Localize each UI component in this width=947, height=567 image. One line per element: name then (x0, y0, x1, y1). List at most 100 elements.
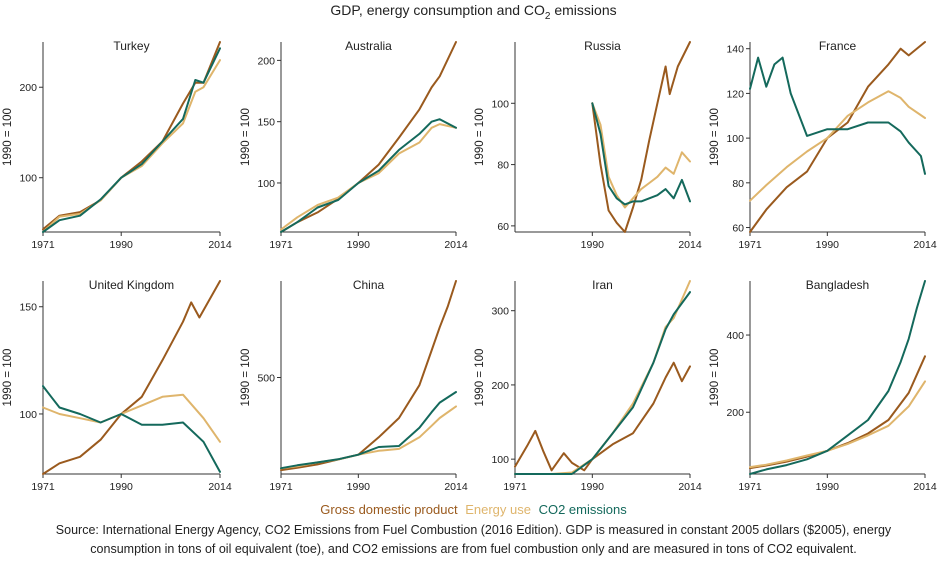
legend-item-energy: Energy use (465, 502, 531, 517)
bangladesh-x-tick-label: 1971 (738, 481, 762, 493)
panel-russia: 1990 2014 60 80 100 1990 = 100 Russia (474, 39, 702, 251)
united-kingdom-series-energy-use (42, 393, 221, 443)
turkey-y-tick-label: 100 (19, 173, 37, 185)
russia-series-gross-domestic-product (591, 41, 691, 233)
turkey-y-axis-label: 1990 = 100 (2, 108, 14, 166)
panel-united-kingdom: 1971 1990 2014 100 150 1990 = 100 United Kingd… (2, 278, 232, 493)
bangladesh-panel-title: Bangladesh (806, 278, 869, 292)
france-y-tick-label: 120 (726, 88, 744, 100)
bangladesh-series-energy-use (749, 380, 926, 469)
legend-item-gdp: Gross domestic product (320, 502, 458, 517)
turkey-x-tick-label: 2014 (208, 239, 232, 251)
legend: Gross domestic product Energy use CO2 em… (0, 502, 947, 517)
france-y-tick-label: 80 (732, 178, 744, 190)
france-y-axis-label: 1990 = 100 (709, 108, 721, 166)
chart-title-prefix: GDP, energy consumption and CO (330, 2, 545, 18)
turkey-series-gross-domestic-product (42, 41, 221, 231)
australia-panel-title: Australia (345, 39, 392, 53)
bangladesh-y-tick-label: 200 (726, 407, 744, 419)
australia-series-gross-domestic-product (280, 41, 457, 233)
australia-series-energy-use (280, 123, 457, 231)
bangladesh-y-tick-label: 400 (726, 330, 744, 342)
france-x-tick-label: 1971 (738, 239, 762, 251)
australia-y-axis-label: 1990 = 100 (240, 108, 252, 166)
panel-australia: 1971 1990 2014 100 150 200 1990 = 100 Australia (240, 39, 468, 251)
china-y-axis-label: 1990 = 100 (240, 349, 252, 407)
united-kingdom-panel-title: United Kingdom (89, 278, 174, 292)
turkey-x-tick-label: 1990 (110, 239, 134, 251)
russia-y-tick-label: 80 (497, 160, 509, 172)
turkey-x-tick-label: 1971 (31, 239, 55, 251)
france-panel-title: France (819, 39, 857, 53)
china-y-tick-label: 500 (257, 373, 275, 385)
australia-y-tick-label: 200 (257, 55, 275, 67)
iran-x-tick-label: 1990 (581, 481, 605, 493)
united-kingdom-series-co2-emissions (42, 385, 221, 473)
panel-france: 1971 1990 2014 60 80 100 120 140 1990 = 100 Franc… (709, 39, 937, 251)
bangladesh-series-co2-emissions (749, 280, 926, 475)
iran-x-tick-label: 1971 (503, 481, 527, 493)
bangladesh-series-gross-domestic-product (749, 355, 926, 470)
iran-panel-title: Iran (592, 278, 613, 292)
russia-y-tick-label: 60 (497, 221, 509, 233)
source-note: Source: International Energy Agency, CO2… (55, 523, 892, 556)
russia-series-energy-use (591, 102, 691, 209)
chart-title-subscript: 2 (544, 10, 551, 22)
united-kingdom-x-tick-label: 2014 (208, 481, 232, 493)
china-series-gross-domestic-product (280, 280, 457, 472)
turkey-y-tick-label: 200 (19, 82, 37, 94)
chart-title: GDP, energy consumption and CO2 emission… (0, 2, 947, 22)
china-series-co2-emissions (280, 391, 457, 470)
australia-series-co2-emissions (280, 118, 457, 233)
france-y-tick-label: 140 (726, 44, 744, 56)
iran-series-gross-domestic-product (514, 361, 691, 472)
russia-y-tick-label: 100 (491, 98, 509, 110)
iran-y-tick-label: 300 (491, 306, 509, 318)
legend-item-co2: CO2 emissions (538, 502, 627, 517)
russia-series-co2-emissions (591, 102, 691, 206)
australia-y-tick-label: 100 (257, 178, 275, 190)
iran-y-axis-label: 1990 = 100 (474, 349, 486, 407)
russia-y-axis-label: 1990 = 100 (474, 108, 486, 166)
panel-bangladesh: 1971 1990 2014 200 400 1990 = 100 Bangladesh (709, 278, 937, 493)
chart-title-suffix: emissions (550, 2, 617, 18)
china-x-tick-label: 2014 (444, 481, 468, 493)
russia-x-tick-label: 2014 (678, 239, 702, 251)
united-kingdom-x-tick-label: 1971 (31, 481, 55, 493)
united-kingdom-series-gross-domestic-product (42, 280, 221, 475)
china-panel-title: China (353, 278, 385, 292)
iran-series-co2-emissions (514, 291, 691, 475)
france-series-co2-emissions (749, 56, 926, 175)
australia-y-tick-label: 150 (257, 117, 275, 129)
france-x-tick-label: 1990 (816, 239, 840, 251)
france-x-tick-label: 2014 (913, 239, 937, 251)
panel-china: 1971 1990 2014 500 1990 = 100 China (240, 278, 468, 493)
russia-panel-title: Russia (584, 39, 621, 53)
australia-x-tick-label: 2014 (444, 239, 468, 251)
bangladesh-x-tick-label: 1990 (816, 481, 840, 493)
turkey-panel-title: Turkey (113, 39, 149, 53)
china-x-tick-label: 1971 (269, 481, 293, 493)
iran-x-tick-label: 2014 (678, 481, 702, 493)
france-series-gross-domestic-product (749, 41, 926, 233)
panel-turkey: 1971 1990 2014 100 200 1990 = 100 Turkey (2, 39, 232, 251)
france-y-tick-label: 100 (726, 133, 744, 145)
iran-y-tick-label: 100 (491, 454, 509, 466)
turkey-series-co2-emissions (42, 47, 221, 233)
china-x-tick-label: 1990 (347, 481, 371, 493)
turkey-series-energy-use (42, 59, 221, 233)
united-kingdom-y-tick-label: 150 (19, 302, 37, 314)
united-kingdom-x-tick-label: 1990 (110, 481, 134, 493)
france-series-energy-use (749, 90, 926, 202)
australia-x-tick-label: 1990 (347, 239, 371, 251)
united-kingdom-y-axis-label: 1990 = 100 (2, 349, 14, 407)
france-y-tick-label: 60 (732, 223, 744, 235)
australia-x-tick-label: 1971 (269, 239, 293, 251)
iran-y-tick-label: 200 (491, 380, 509, 392)
russia-x-tick-label: 1990 (581, 239, 605, 251)
united-kingdom-y-tick-label: 100 (19, 409, 37, 421)
bangladesh-y-axis-label: 1990 = 100 (709, 349, 721, 407)
bangladesh-x-tick-label: 2014 (913, 481, 937, 493)
panel-iran: 1971 1990 2014 100 200 300 1990 = 100 Iran (474, 278, 702, 493)
